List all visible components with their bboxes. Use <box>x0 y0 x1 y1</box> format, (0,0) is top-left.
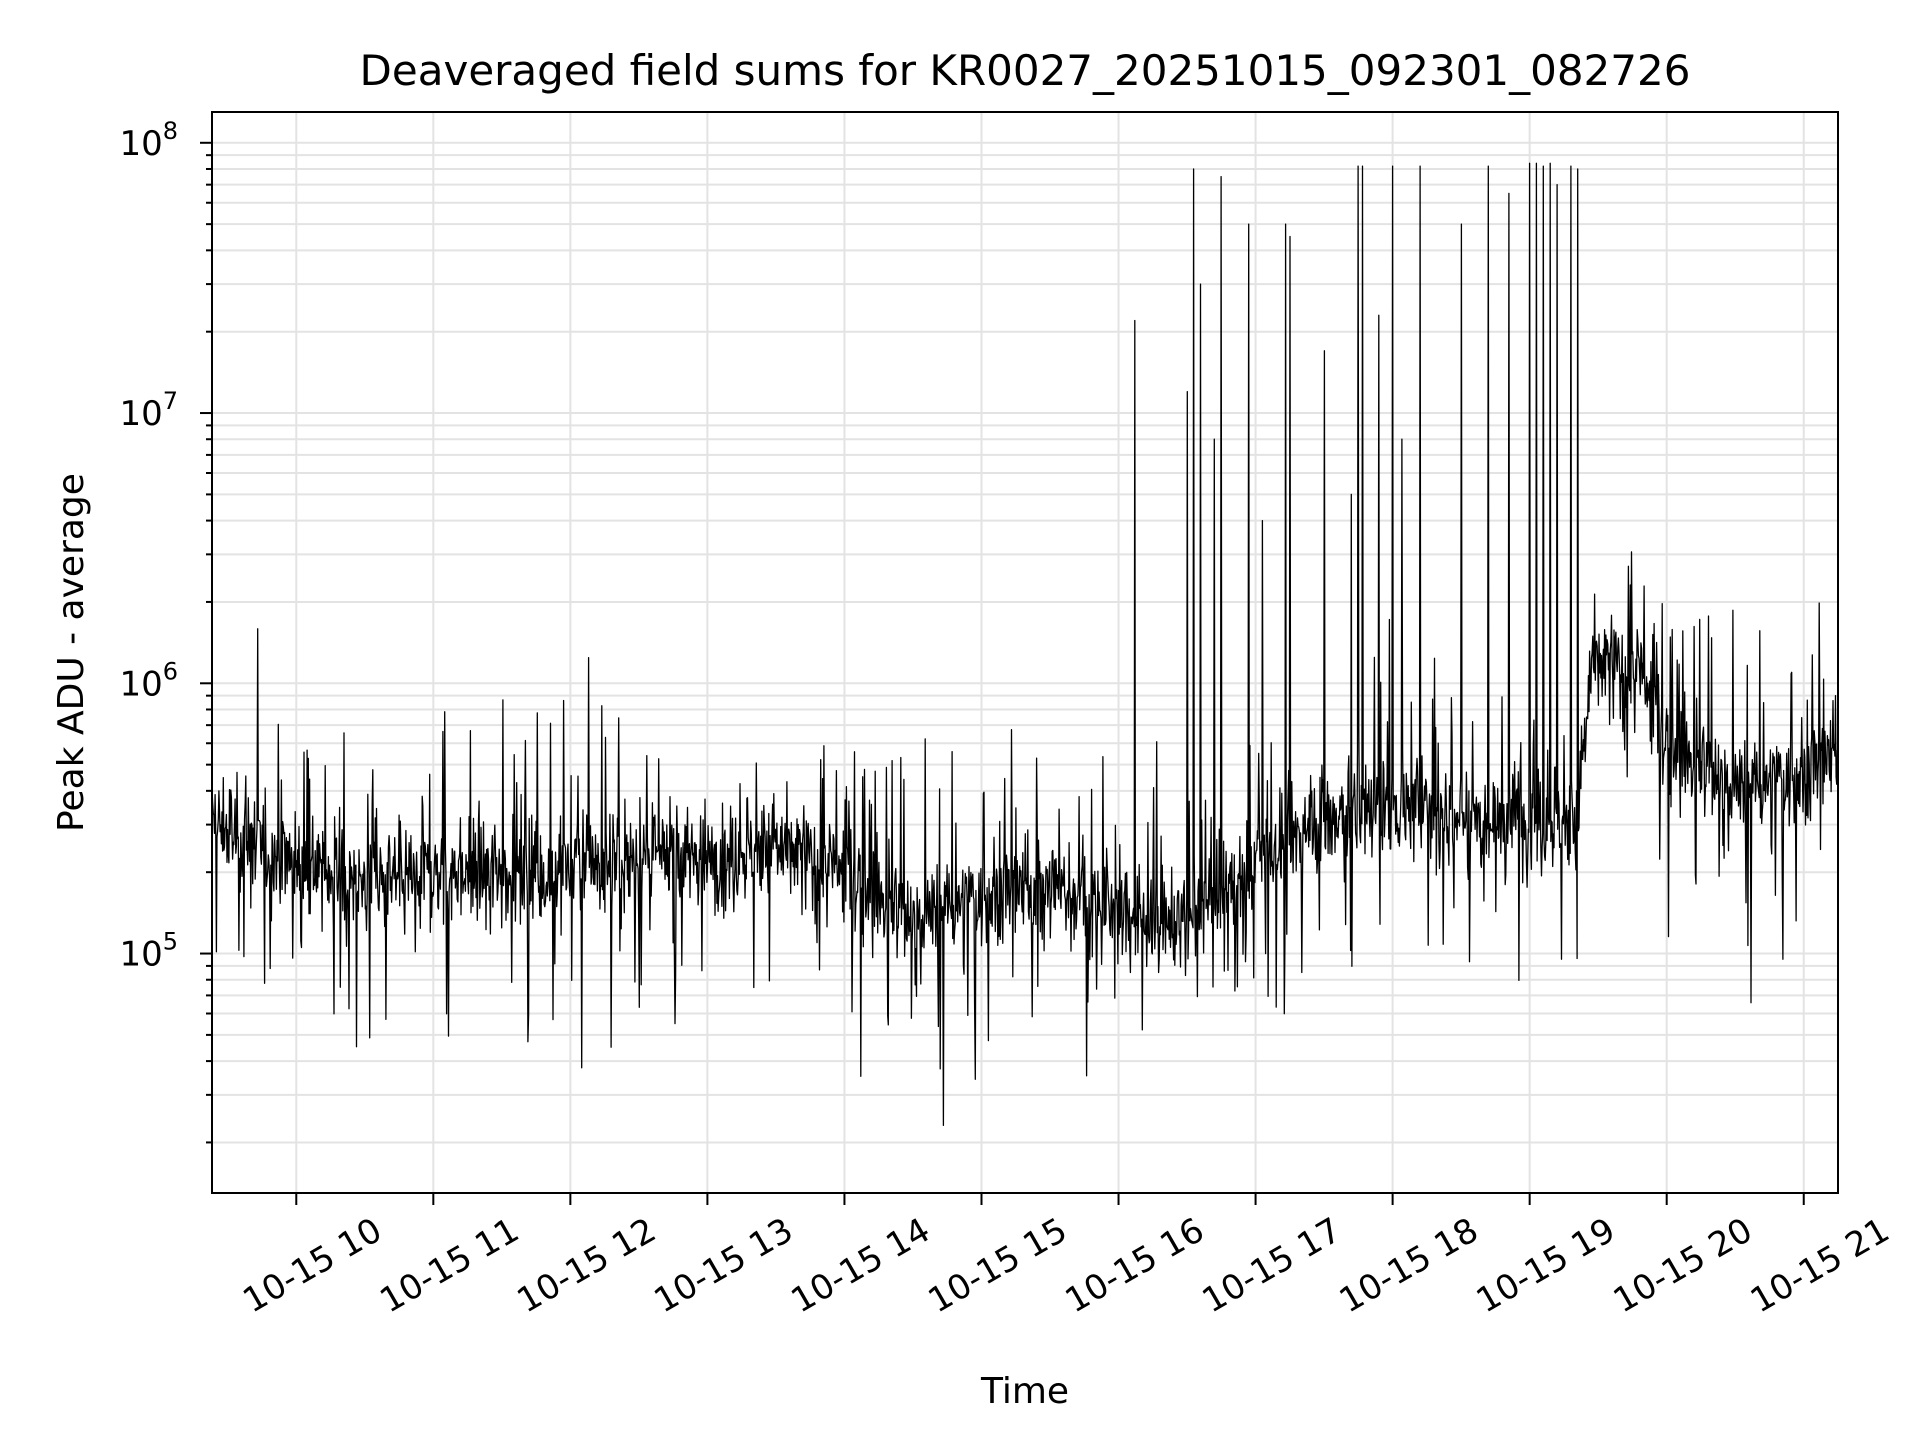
y-tick-label: 106 <box>119 657 178 704</box>
grid <box>212 112 1838 1193</box>
plot-frame <box>211 111 1839 1194</box>
series-line <box>211 162 1839 1127</box>
y-axis: 105 106 107 108 <box>119 117 212 1144</box>
y-tick-label: 105 <box>119 928 178 975</box>
y-tick-label: 107 <box>119 387 178 434</box>
data-series <box>211 162 1839 1127</box>
x-axis-label: Time <box>980 1371 1069 1412</box>
chart-title: Deaveraged field sums for KR0027_2025101… <box>360 46 1691 95</box>
y-tick-label: 108 <box>119 117 178 164</box>
y-axis-label: Peak ADU - average <box>51 473 92 832</box>
